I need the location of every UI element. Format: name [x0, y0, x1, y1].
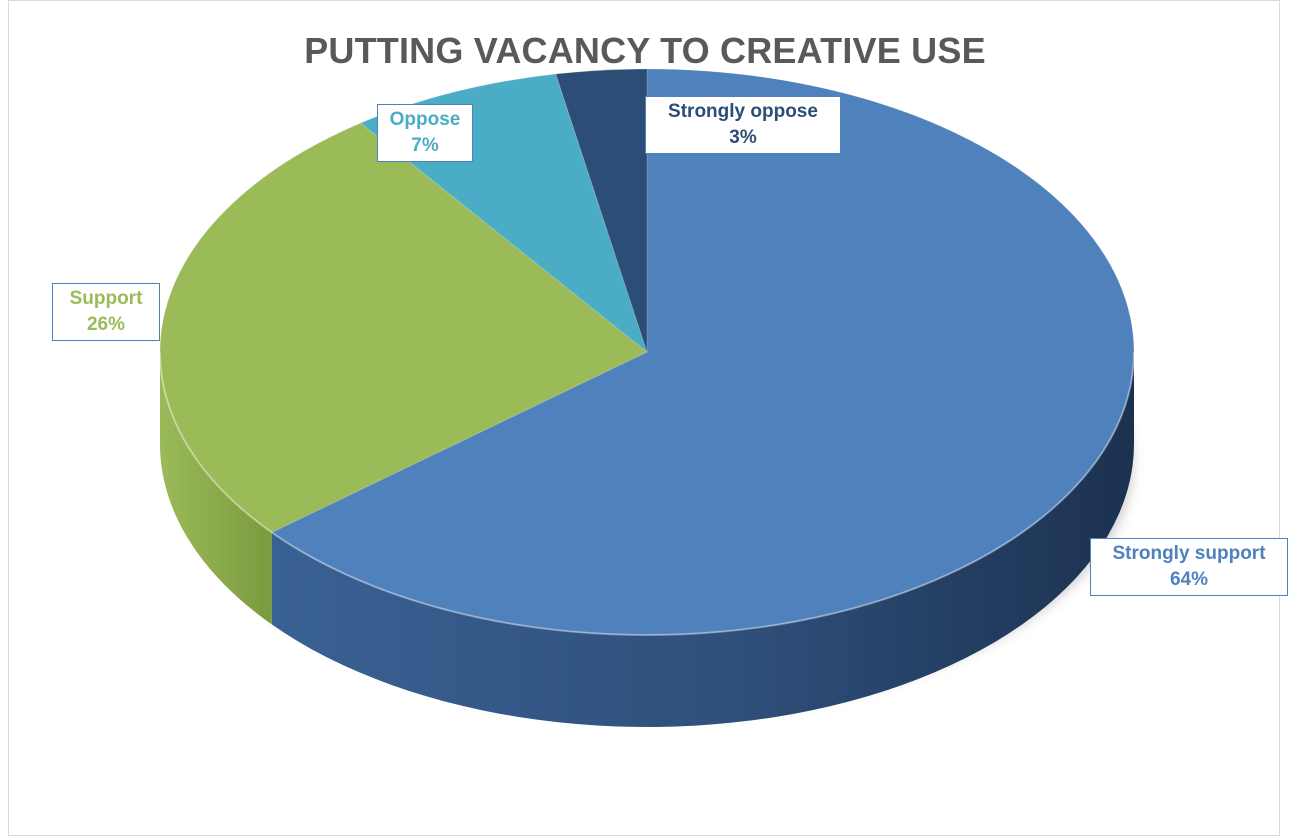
slice-strongly-support: [270, 68, 1135, 636]
pie-side-walls: [160, 352, 1134, 727]
slice-support: [159, 122, 648, 533]
side-strongly-support: [271, 352, 1134, 727]
label-strongly-support: Strongly support 64%: [1090, 538, 1288, 596]
label-oppose: Oppose 7%: [377, 104, 473, 162]
slice-strongly-oppose: [555, 68, 648, 353]
side-support: [160, 352, 272, 625]
label-strongly-oppose: Strongly oppose 3%: [645, 96, 841, 154]
label-support: Support 26%: [52, 283, 160, 341]
pie-top-faces: [159, 68, 1135, 636]
pie-rim-highlight: [159, 351, 1135, 637]
chart-title: PUTTING VACANCY TO CREATIVE USE: [304, 30, 986, 71]
